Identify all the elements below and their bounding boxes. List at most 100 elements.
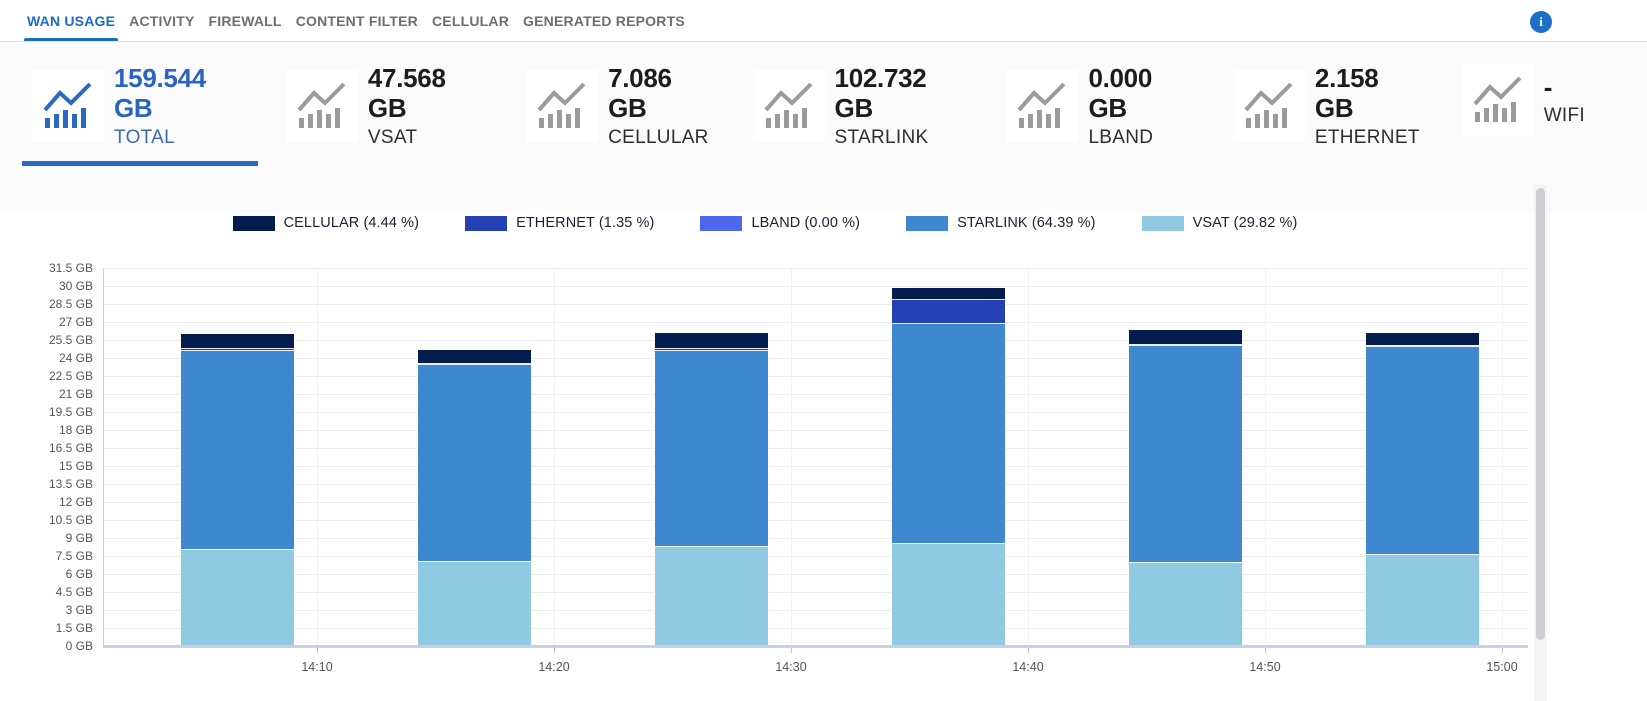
stat-card-total[interactable]: 159.544 GB TOTAL xyxy=(22,63,258,166)
bar-segment-ethernet[interactable] xyxy=(891,299,1005,324)
x-axis-tick-label: 14:40 xyxy=(1012,660,1044,674)
gridline xyxy=(317,268,318,646)
analytics-icon-tile xyxy=(526,70,599,143)
scrollbar-thumb[interactable] xyxy=(1536,188,1545,640)
tab-generated-reports[interactable]: GENERATED REPORTS xyxy=(523,12,685,29)
x-axis-tick xyxy=(791,647,792,653)
bar-segment-vsat[interactable] xyxy=(1128,562,1242,646)
bar-segment-ethernet[interactable] xyxy=(1365,344,1479,346)
stat-card-cellular[interactable]: 7.086 GB CELLULAR xyxy=(526,63,718,149)
x-axis-tick xyxy=(1265,647,1266,653)
gridline xyxy=(104,483,1528,485)
bar-segment-vsat[interactable] xyxy=(891,542,1005,646)
stat-section: 159.544 GB TOTAL 47.568 GB VSAT 7.086 GB xyxy=(0,43,1647,212)
bar-segment-starlink[interactable] xyxy=(1128,344,1242,562)
bar-segment-vsat[interactable] xyxy=(654,546,768,646)
y-axis-tick-label: 1.5 GB xyxy=(55,621,93,635)
stat-card-ethernet[interactable]: 2.158 GB ETHERNET xyxy=(1232,63,1428,149)
y-axis-tick-label: 30 GB xyxy=(58,279,93,293)
bar-segment-ethernet[interactable] xyxy=(180,348,294,350)
legend-swatch xyxy=(700,215,743,231)
stat-card-starlink[interactable]: 102.732 GB STARLINK xyxy=(752,63,973,149)
bar-segment-ethernet[interactable] xyxy=(417,362,531,364)
stat-label: WIFI xyxy=(1543,105,1585,127)
gridline xyxy=(554,268,555,646)
legend-item-vsat[interactable]: VSAT (29.82 %) xyxy=(1141,215,1298,231)
stat-label: TOTAL xyxy=(114,126,175,148)
bar-segment-starlink[interactable] xyxy=(180,349,294,549)
legend-item-lband[interactable]: LBAND (0.00 %) xyxy=(700,215,860,231)
y-axis-tick-label: 12 GB xyxy=(58,495,93,509)
x-axis-tick-label: 14:30 xyxy=(775,660,807,674)
gridline xyxy=(104,393,1528,395)
gridline xyxy=(791,268,792,646)
gridline xyxy=(104,519,1528,521)
tab-wan-usage[interactable]: WAN USAGE xyxy=(23,0,119,41)
stat-card-lband[interactable]: 0.000 GB LBAND xyxy=(1006,63,1198,149)
bar-segment-starlink[interactable] xyxy=(1365,346,1479,554)
bar-segment-cellular[interactable] xyxy=(417,349,531,363)
stat-value: - xyxy=(1543,71,1553,102)
stat-cards: 159.544 GB TOTAL 47.568 GB VSAT 7.086 GB xyxy=(22,63,1627,166)
analytics-icon xyxy=(1473,76,1522,122)
gridline xyxy=(104,285,1528,287)
stat-label: VSAT xyxy=(367,126,418,148)
legend-item-cellular[interactable]: CELLULAR (4.44 %) xyxy=(232,215,419,231)
analytics-icon-tile xyxy=(1006,70,1079,143)
legend-swatch xyxy=(906,215,949,231)
legend-label: STARLINK (64.39 %) xyxy=(957,215,1096,231)
bar-segment-ethernet[interactable] xyxy=(654,348,768,350)
gridline xyxy=(104,447,1528,449)
legend-swatch xyxy=(465,215,508,231)
gridline xyxy=(104,555,1528,557)
gridline xyxy=(104,429,1528,431)
legend-item-starlink[interactable]: STARLINK (64.39 %) xyxy=(906,215,1096,231)
analytics-icon xyxy=(764,82,812,129)
tab-content-filter[interactable]: CONTENT FILTER xyxy=(295,12,418,29)
tab-cellular[interactable]: CELLULAR xyxy=(432,12,510,29)
bar-segment-starlink[interactable] xyxy=(417,364,531,561)
stat-card-vsat[interactable]: 47.568 GB VSAT xyxy=(285,63,492,149)
stat-texts: 102.732 GB STARLINK xyxy=(835,63,973,149)
y-axis-tick-label: 9 GB xyxy=(65,531,93,545)
bar-segment-vsat[interactable] xyxy=(180,548,294,646)
bar-segment-starlink[interactable] xyxy=(654,349,768,547)
bar-segment-cellular[interactable] xyxy=(891,288,1005,300)
bar-segment-cellular[interactable] xyxy=(654,332,768,349)
gridline xyxy=(104,267,1528,269)
stat-label: LBAND xyxy=(1088,126,1154,148)
y-axis-tick-label: 10.5 GB xyxy=(48,513,93,527)
gridline xyxy=(104,591,1528,593)
stat-card-wifi[interactable]: - WIFI xyxy=(1461,64,1593,136)
stat-value: 0.000 GB xyxy=(1088,63,1153,123)
bar-segment-cellular[interactable] xyxy=(180,334,294,349)
y-axis-tick-label: 16.5 GB xyxy=(48,441,93,455)
bar-segment-ethernet[interactable] xyxy=(1128,343,1242,345)
y-axis-tick-label: 15 GB xyxy=(58,459,93,473)
gridline xyxy=(104,357,1528,359)
analytics-icon-tile xyxy=(285,70,358,143)
y-axis-tick-label: 4.5 GB xyxy=(55,585,93,599)
legend-item-ethernet[interactable]: ETHERNET (1.35 %) xyxy=(465,215,654,231)
stat-value: 47.568 GB xyxy=(367,63,446,123)
y-axis-tick-label: 19.5 GB xyxy=(48,405,93,419)
gridline xyxy=(104,627,1528,629)
gridline xyxy=(1265,268,1266,646)
bar-segment-vsat[interactable] xyxy=(1365,553,1479,646)
stat-value: 159.544 GB xyxy=(114,63,206,123)
bar-segment-vsat[interactable] xyxy=(417,560,531,646)
bar-segment-cellular[interactable] xyxy=(1365,332,1479,345)
y-axis-tick-label: 13.5 GB xyxy=(48,477,93,491)
vertical-scrollbar[interactable] xyxy=(1534,185,1547,701)
bar-segment-cellular[interactable] xyxy=(1128,330,1242,344)
bar-segment-starlink[interactable] xyxy=(891,323,1005,543)
gridline xyxy=(104,339,1528,341)
x-axis-tick xyxy=(317,647,318,653)
y-axis-tick-label: 25.5 GB xyxy=(48,333,93,347)
tab-firewall[interactable]: FIREWALL xyxy=(208,12,282,29)
gridline xyxy=(104,537,1528,539)
info-icon[interactable]: i xyxy=(1530,11,1552,33)
analytics-icon xyxy=(537,82,586,129)
tab-activity[interactable]: ACTIVITY xyxy=(129,12,195,29)
x-axis-tick xyxy=(1502,647,1503,653)
